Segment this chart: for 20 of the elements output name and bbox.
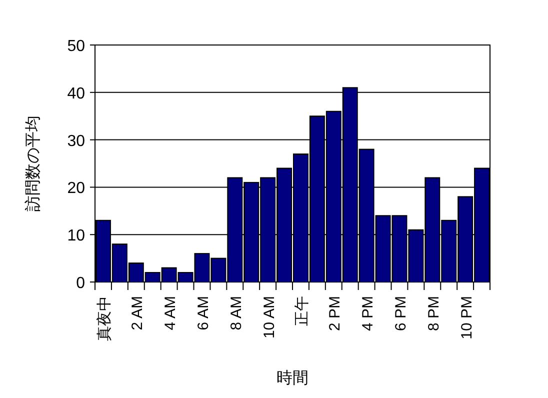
x-tick-label: 8 AM [228,296,245,330]
x-tick-label: 4 AM [162,296,180,330]
x-tick-label: 10 PM [458,296,476,340]
x-tick-label: 10 AM [260,296,278,339]
y-tick-label: 10 [67,228,86,245]
x-tick-label: 2 PM [326,296,344,332]
y-tick-label: 50 [67,38,86,55]
y-tick-label: 30 [67,132,86,150]
x-tick-label: 2 AM [129,296,146,330]
x-tick-label: 正午 [294,296,311,326]
x-axis-title: 時間 [276,369,308,387]
y-tick-label: 40 [67,85,86,102]
x-tick-label: 6 PM [392,296,410,332]
y-tick-label: 0 [76,275,86,292]
x-tick-label: 真夜中 [96,296,114,341]
y-tick-label: 20 [67,180,86,198]
x-tick-label: 8 PM [425,296,442,332]
x-tick-label: 6 AM [194,296,212,330]
x-tick-label: 4 PM [360,296,377,332]
y-axis-title: 訪問数の平均 [24,116,42,212]
